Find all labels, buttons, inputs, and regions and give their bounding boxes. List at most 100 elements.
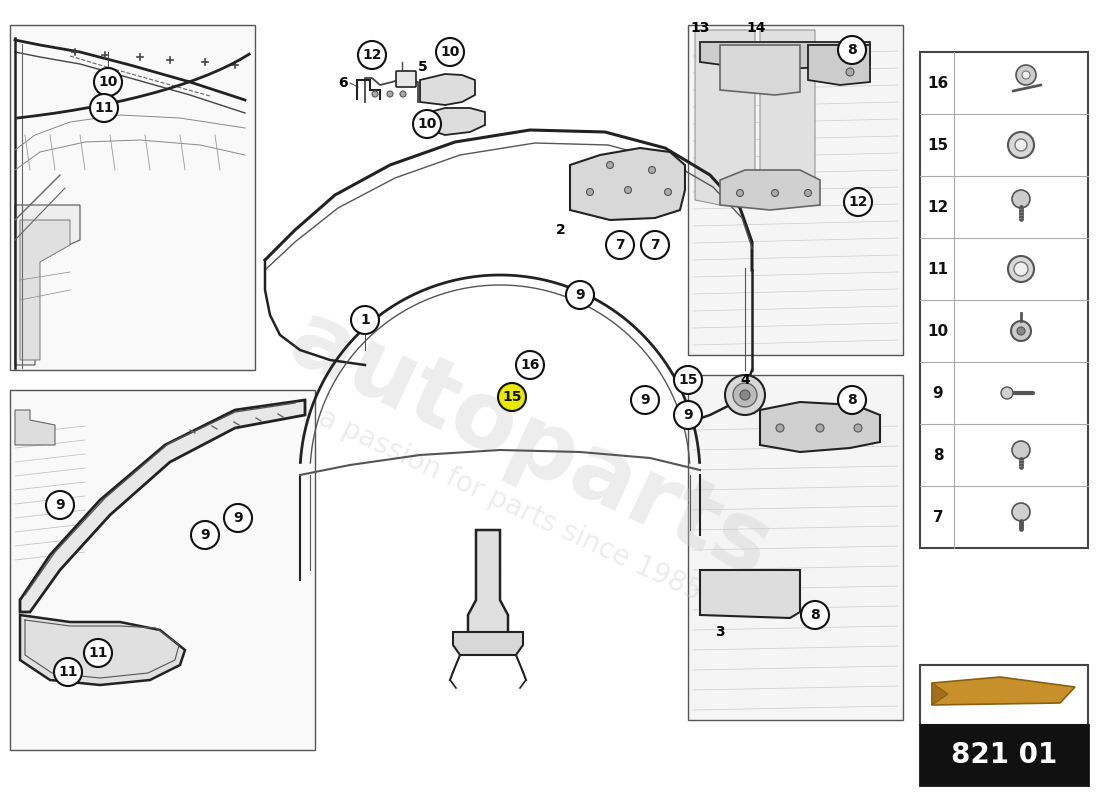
Circle shape — [846, 54, 854, 62]
Circle shape — [1008, 256, 1034, 282]
Circle shape — [776, 424, 784, 432]
Text: 7: 7 — [933, 510, 944, 525]
Circle shape — [1018, 327, 1025, 335]
Polygon shape — [720, 170, 820, 210]
Circle shape — [838, 386, 866, 414]
Text: 7: 7 — [650, 238, 660, 252]
Text: 9: 9 — [55, 498, 65, 512]
Text: 2: 2 — [557, 223, 565, 237]
Text: 11: 11 — [58, 665, 78, 679]
FancyBboxPatch shape — [396, 71, 416, 87]
Polygon shape — [695, 30, 755, 205]
Circle shape — [224, 504, 252, 532]
Circle shape — [351, 306, 380, 334]
Polygon shape — [760, 402, 880, 452]
Circle shape — [641, 231, 669, 259]
Text: autoparts: autoparts — [275, 294, 785, 597]
Text: 15: 15 — [503, 390, 521, 404]
Text: 14: 14 — [746, 21, 766, 35]
Circle shape — [1022, 71, 1030, 79]
Text: 12: 12 — [362, 48, 382, 62]
Text: 8: 8 — [933, 447, 944, 462]
Circle shape — [1016, 65, 1036, 85]
Text: 6: 6 — [338, 76, 348, 90]
Circle shape — [737, 190, 744, 197]
Circle shape — [1015, 139, 1027, 151]
Polygon shape — [20, 615, 185, 685]
Circle shape — [649, 166, 656, 174]
Circle shape — [516, 351, 544, 379]
Circle shape — [358, 41, 386, 69]
Polygon shape — [700, 42, 870, 70]
Polygon shape — [420, 74, 475, 105]
Polygon shape — [700, 570, 800, 618]
Text: 11: 11 — [927, 262, 948, 277]
Text: 4: 4 — [740, 373, 750, 387]
Circle shape — [498, 383, 526, 411]
Circle shape — [674, 366, 702, 394]
Circle shape — [46, 491, 74, 519]
Circle shape — [1014, 262, 1028, 276]
Text: 8: 8 — [810, 608, 820, 622]
Circle shape — [94, 68, 122, 96]
Circle shape — [566, 281, 594, 309]
Text: 9: 9 — [575, 288, 585, 302]
Text: 11: 11 — [88, 646, 108, 660]
Circle shape — [436, 38, 464, 66]
Text: a passion for parts since 1985: a passion for parts since 1985 — [314, 404, 706, 606]
FancyBboxPatch shape — [920, 665, 1088, 725]
Polygon shape — [15, 205, 80, 365]
Text: 10: 10 — [98, 75, 118, 89]
FancyBboxPatch shape — [10, 390, 315, 750]
Polygon shape — [20, 400, 305, 612]
Polygon shape — [453, 632, 522, 655]
Circle shape — [1008, 132, 1034, 158]
Text: 10: 10 — [417, 117, 437, 131]
Text: 821 01: 821 01 — [950, 741, 1057, 769]
FancyBboxPatch shape — [920, 52, 1088, 548]
Polygon shape — [430, 108, 485, 135]
Text: 16: 16 — [927, 75, 948, 90]
Circle shape — [191, 521, 219, 549]
Circle shape — [372, 91, 378, 97]
Circle shape — [1012, 190, 1030, 208]
Text: 13: 13 — [691, 21, 710, 35]
Circle shape — [631, 386, 659, 414]
Text: 8: 8 — [847, 43, 857, 57]
Circle shape — [838, 36, 866, 64]
Circle shape — [664, 189, 671, 195]
Polygon shape — [20, 220, 70, 360]
Polygon shape — [570, 148, 685, 220]
Text: 12: 12 — [927, 199, 948, 214]
Circle shape — [586, 189, 594, 195]
FancyBboxPatch shape — [688, 375, 903, 720]
Text: 9: 9 — [200, 528, 210, 542]
Text: 3: 3 — [715, 625, 725, 639]
Text: 12: 12 — [848, 195, 868, 209]
Circle shape — [606, 162, 614, 169]
Circle shape — [733, 383, 757, 407]
Text: 9: 9 — [683, 408, 693, 422]
Circle shape — [674, 401, 702, 429]
Text: 10: 10 — [440, 45, 460, 59]
Polygon shape — [15, 410, 55, 445]
Circle shape — [412, 110, 441, 138]
Polygon shape — [932, 683, 948, 705]
Circle shape — [84, 639, 112, 667]
Text: 9: 9 — [640, 393, 650, 407]
Polygon shape — [760, 30, 815, 190]
Circle shape — [801, 601, 829, 629]
Circle shape — [387, 91, 393, 97]
Circle shape — [625, 186, 631, 194]
Circle shape — [854, 424, 862, 432]
Text: 16: 16 — [520, 358, 540, 372]
Circle shape — [1001, 387, 1013, 399]
Circle shape — [816, 424, 824, 432]
Text: 9: 9 — [933, 386, 944, 401]
Text: 5: 5 — [418, 60, 428, 74]
Text: 8: 8 — [847, 393, 857, 407]
Text: 7: 7 — [615, 238, 625, 252]
Circle shape — [400, 91, 406, 97]
Circle shape — [1012, 503, 1030, 521]
Circle shape — [844, 188, 872, 216]
